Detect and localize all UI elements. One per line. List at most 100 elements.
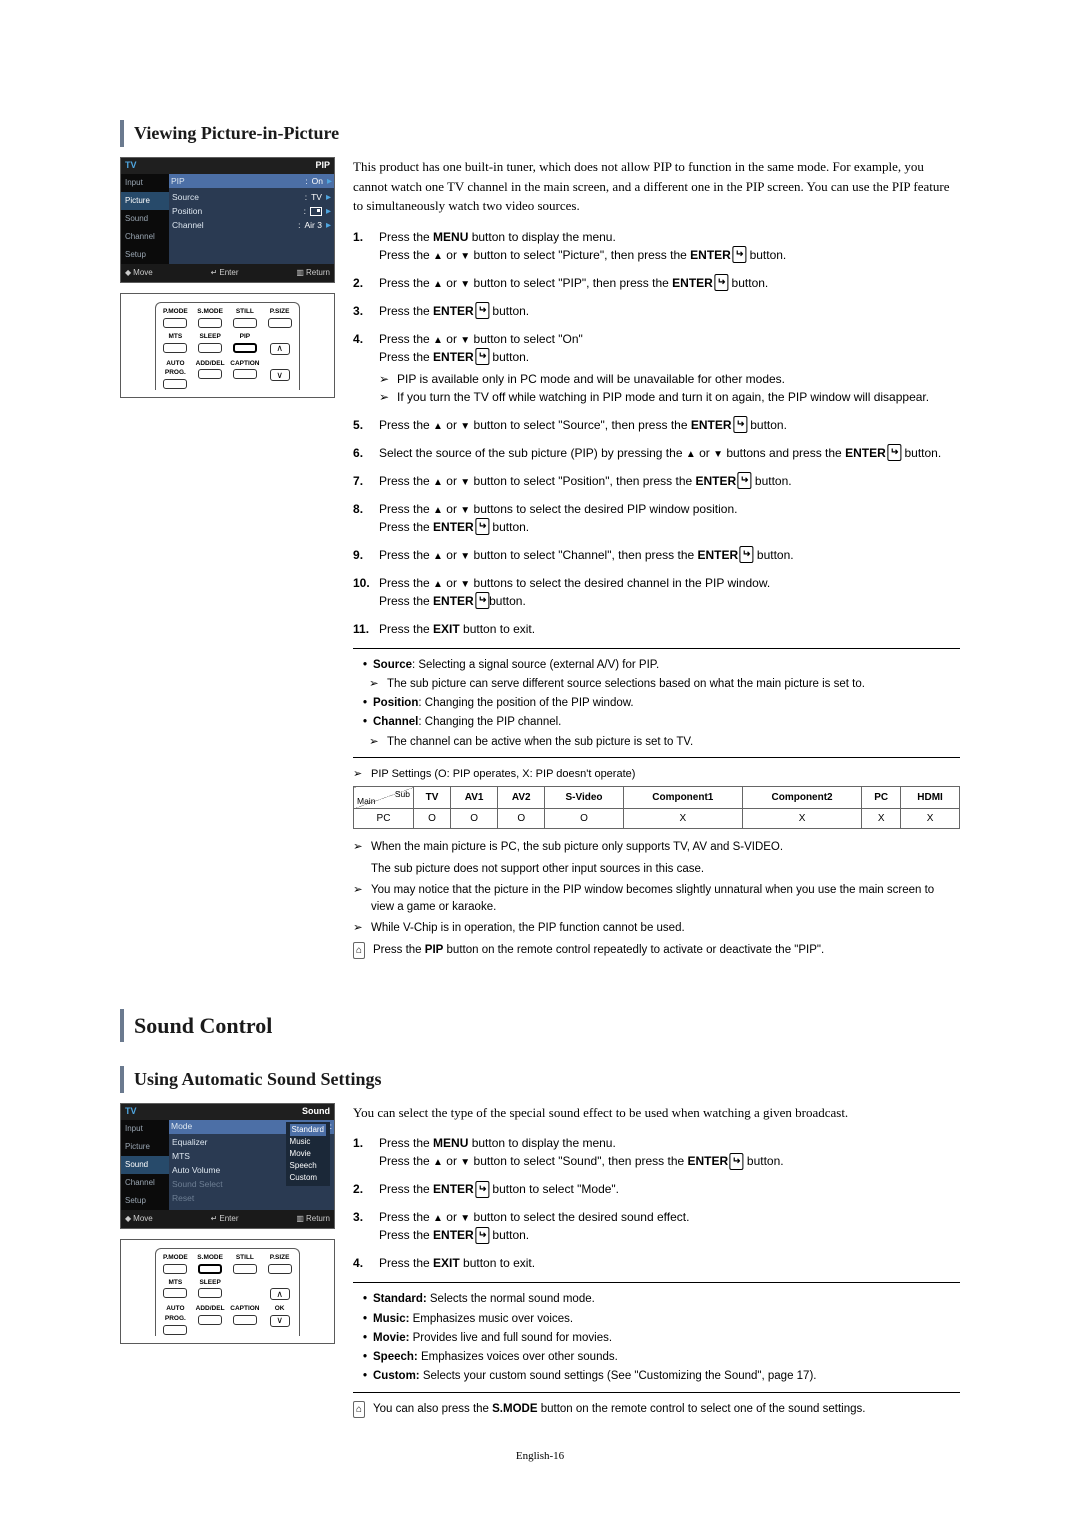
osd-side-sound: Sound xyxy=(121,1156,169,1174)
osd-row-eq: Equalizer xyxy=(172,1136,207,1149)
col-comp1: Component1 xyxy=(623,787,742,809)
submenu-movie: Movie xyxy=(290,1148,326,1160)
remote-btn-autoprog: AUTO PROG. xyxy=(159,359,191,379)
up-arrow-icon xyxy=(433,416,443,434)
enter-icon: ENTER xyxy=(698,546,754,564)
section-title-pip: Viewing Picture-in-Picture xyxy=(120,120,960,147)
osd-side-sound: Sound xyxy=(121,210,169,228)
osd-side-picture: Picture xyxy=(121,1138,169,1156)
pip-intro-text: This product has one built-in tuner, whi… xyxy=(353,157,960,216)
sound-left-column: TV Sound Input Picture Sound Channel Set… xyxy=(120,1103,335,1418)
submenu-speech: Speech xyxy=(290,1160,326,1172)
sound-remote-image: P.MODE S.MODE STILL P.SIZE MTS SLEEP ∧ A… xyxy=(120,1239,335,1344)
remote-btn-sleep: SLEEP xyxy=(194,1278,226,1288)
up-arrow-icon xyxy=(433,246,443,264)
cell: O xyxy=(451,809,498,829)
sound-intro-text: You can select the type of the special s… xyxy=(353,1103,960,1123)
enter-icon: ENTER xyxy=(433,348,489,366)
osd-side-picture: Picture xyxy=(121,192,169,210)
step-1: Press the MENU button to display the men… xyxy=(353,228,960,264)
sound-osd-screenshot: TV Sound Input Picture Sound Channel Set… xyxy=(120,1103,335,1229)
col-pc: PC xyxy=(862,787,901,809)
up-arrow-icon xyxy=(433,546,443,564)
osd-tv-label: TV xyxy=(125,159,137,173)
remote-btn-sleep: SLEEP xyxy=(194,332,226,342)
submenu-custom: Custom xyxy=(290,1172,326,1184)
divider xyxy=(353,648,960,649)
position-icon xyxy=(310,207,322,216)
enter-icon: ENTER xyxy=(672,274,728,292)
remote-btn-psize: P.SIZE xyxy=(264,307,296,317)
cell: O xyxy=(498,809,545,829)
osd-tv-label: TV xyxy=(125,1105,137,1119)
col-comp2: Component2 xyxy=(742,787,861,809)
down-arrow-icon xyxy=(460,416,470,434)
step-8: Press the or buttons to select the desir… xyxy=(353,500,960,536)
cell: X xyxy=(901,809,960,829)
row-label: PC xyxy=(354,809,414,829)
enter-icon: ENTER xyxy=(433,1226,489,1244)
pip-info-box: Source: Selecting a signal source (exter… xyxy=(353,657,960,751)
enter-icon: ENTER xyxy=(433,1180,489,1198)
up-arrow-icon xyxy=(433,1152,443,1170)
osd-foot-return: ▥ Return xyxy=(296,1213,330,1225)
down-arrow-icon xyxy=(460,1208,470,1226)
enter-icon: ENTER xyxy=(433,302,489,320)
pip-left-column: TV PIP Input Picture Sound Channel Setup… xyxy=(120,157,335,959)
remote-btn-smode: S.MODE xyxy=(194,307,226,317)
down-arrow-icon xyxy=(460,472,470,490)
section-title-sound-control: Sound Control xyxy=(120,1009,960,1042)
step-9: Press the or button to select "Channel",… xyxy=(353,546,960,564)
sound-step-2: Press the ENTER button to select "Mode". xyxy=(353,1180,960,1198)
up-arrow-icon xyxy=(433,1208,443,1226)
remote-btn-adddel: ADD/DEL xyxy=(194,359,226,369)
enter-icon: ENTER xyxy=(696,472,752,490)
info-channel-note: The channel can be active when the sub p… xyxy=(363,734,960,751)
osd-row-mode: Mode xyxy=(171,1120,192,1133)
col-svideo: S-Video xyxy=(545,787,623,809)
osd-row-ss: Sound Select xyxy=(172,1178,223,1191)
table-corner: SubMain xyxy=(354,787,414,809)
step4-note1: PIP is available only in PC mode and wil… xyxy=(379,370,960,388)
up-icon: ∧ xyxy=(270,343,290,355)
enter-icon: ENTER xyxy=(433,592,489,610)
footnote-1: When the main picture is PC, the sub pic… xyxy=(353,839,960,856)
cell: O xyxy=(545,809,623,829)
osd-row-reset: Reset xyxy=(172,1192,194,1205)
remote-btn-adddel: ADD/DEL xyxy=(194,1304,226,1314)
up-arrow-icon xyxy=(686,444,696,462)
remote-btn-psize: P.SIZE xyxy=(264,1253,296,1263)
osd-side-channel: Channel xyxy=(121,1174,169,1192)
osd-foot-move: ◆ Move xyxy=(125,1213,153,1225)
down-icon: ∨ xyxy=(270,1315,290,1327)
osd-foot-move: ◆ Move xyxy=(125,267,153,279)
up-arrow-icon xyxy=(433,330,443,348)
osd-channel-val: Air 3 xyxy=(304,219,321,232)
osd-row-mts: MTS xyxy=(172,1150,190,1163)
down-arrow-icon xyxy=(713,444,723,462)
col-hdmi: HDMI xyxy=(901,787,960,809)
col-av1: AV1 xyxy=(451,787,498,809)
osd-foot-return: ▥ Return xyxy=(296,267,330,279)
step-3: Press the ENTER button. xyxy=(353,302,960,320)
enter-icon: ENTER xyxy=(845,444,901,462)
sound-step-4: Press the EXIT button to exit. xyxy=(353,1254,960,1272)
chevron-right-icon: ▸ xyxy=(326,218,331,233)
down-arrow-icon xyxy=(460,574,470,592)
osd-title: PIP xyxy=(315,159,330,173)
up-arrow-icon xyxy=(433,574,443,592)
pip-footnotes: When the main picture is PC, the sub pic… xyxy=(353,839,960,959)
remote-btn-pip: PIP xyxy=(229,332,261,342)
step-10: Press the or buttons to select the desir… xyxy=(353,574,960,610)
step-7: Press the or button to select "Position"… xyxy=(353,472,960,490)
remote-btn-still: STILL xyxy=(229,307,261,317)
osd-side-setup: Setup xyxy=(121,246,169,264)
remote-tip-smode: You can also press the S.MODE button on … xyxy=(353,1401,960,1418)
up-arrow-icon xyxy=(433,274,443,292)
enter-icon: ENTER xyxy=(691,416,747,434)
cell: O xyxy=(414,809,451,829)
step-11: Press the EXIT button to exit. xyxy=(353,620,960,638)
divider xyxy=(353,1392,960,1393)
down-arrow-icon xyxy=(460,546,470,564)
remote-btn-pmode: P.MODE xyxy=(159,307,191,317)
